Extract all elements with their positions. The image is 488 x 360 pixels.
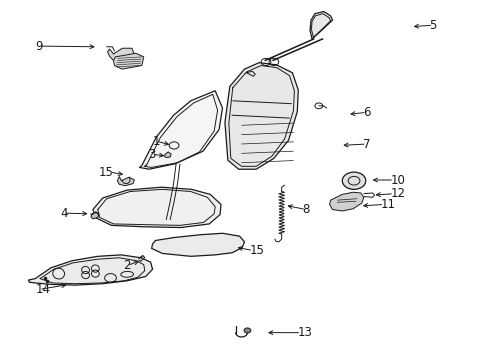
Polygon shape (113, 53, 143, 69)
Polygon shape (309, 12, 332, 39)
Circle shape (342, 172, 365, 189)
Text: 14: 14 (35, 283, 50, 296)
Polygon shape (93, 187, 221, 228)
Polygon shape (329, 192, 363, 211)
Polygon shape (107, 48, 134, 62)
Text: 12: 12 (389, 187, 405, 200)
Text: 15: 15 (99, 166, 113, 179)
Polygon shape (117, 176, 134, 186)
Text: 15: 15 (249, 244, 264, 257)
Text: 4: 4 (60, 207, 67, 220)
Text: 1: 1 (153, 135, 160, 148)
Text: 13: 13 (297, 326, 311, 339)
Text: 8: 8 (302, 203, 309, 216)
Text: 11: 11 (380, 198, 395, 211)
Circle shape (244, 328, 250, 333)
Text: 5: 5 (428, 19, 436, 32)
Text: 10: 10 (389, 174, 404, 186)
Text: 7: 7 (362, 138, 369, 150)
Polygon shape (151, 233, 244, 256)
Text: 9: 9 (35, 40, 42, 53)
Polygon shape (164, 152, 171, 158)
Text: 3: 3 (148, 148, 155, 161)
Text: 2: 2 (123, 259, 131, 272)
Polygon shape (28, 255, 152, 285)
Polygon shape (139, 91, 222, 169)
Polygon shape (91, 212, 99, 219)
Text: 6: 6 (362, 106, 369, 119)
Polygon shape (224, 63, 298, 169)
